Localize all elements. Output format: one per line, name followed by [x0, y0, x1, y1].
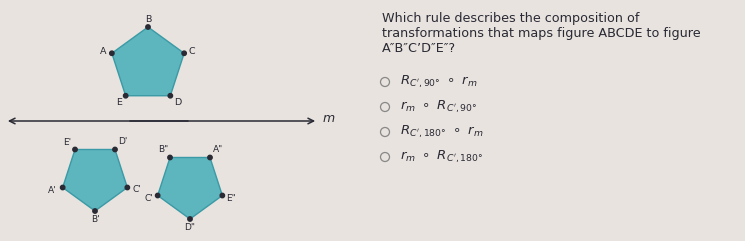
Text: $r_m\ \circ\ R_{C',90°}$: $r_m\ \circ\ R_{C',90°}$ — [400, 99, 478, 115]
Circle shape — [168, 155, 172, 160]
Text: A': A' — [48, 186, 57, 195]
Circle shape — [188, 217, 192, 221]
Text: B": B" — [158, 145, 168, 154]
Text: B: B — [145, 14, 151, 24]
Text: C': C' — [133, 185, 142, 194]
Circle shape — [146, 25, 150, 29]
Circle shape — [93, 209, 97, 213]
Text: B': B' — [91, 215, 99, 225]
Text: $R_{C',90°}\ \circ\ r_m$: $R_{C',90°}\ \circ\ r_m$ — [400, 74, 478, 90]
Text: D: D — [174, 98, 181, 107]
Text: $m$: $m$ — [322, 112, 335, 125]
Circle shape — [125, 185, 130, 190]
Circle shape — [73, 147, 77, 152]
Circle shape — [112, 147, 117, 152]
Text: transformations that maps figure ABCDE to figure: transformations that maps figure ABCDE t… — [382, 27, 700, 40]
Circle shape — [208, 155, 212, 160]
Circle shape — [124, 94, 128, 98]
Text: $R_{C',180°}\ \circ\ r_m$: $R_{C',180°}\ \circ\ r_m$ — [400, 124, 484, 140]
Text: C': C' — [145, 194, 153, 203]
Text: D": D" — [185, 223, 195, 233]
Circle shape — [220, 193, 224, 198]
Text: Which rule describes the composition of: Which rule describes the composition of — [382, 12, 639, 25]
Text: A″B″C’D″E″?: A″B″C’D″E″? — [382, 42, 456, 55]
Circle shape — [168, 94, 173, 98]
Text: E': E' — [63, 138, 71, 147]
Text: A: A — [100, 47, 106, 56]
Text: E": E" — [226, 194, 236, 203]
Text: E: E — [115, 98, 121, 107]
Text: D': D' — [118, 137, 127, 146]
Text: C: C — [188, 47, 195, 56]
Circle shape — [110, 51, 114, 55]
Polygon shape — [112, 27, 184, 96]
Text: A": A" — [213, 145, 223, 154]
Polygon shape — [63, 149, 127, 211]
Circle shape — [182, 51, 186, 55]
Text: $r_m\ \circ\ R_{C',180°}$: $r_m\ \circ\ R_{C',180°}$ — [400, 149, 484, 165]
Polygon shape — [158, 157, 222, 219]
Circle shape — [60, 185, 65, 190]
Circle shape — [156, 193, 160, 198]
